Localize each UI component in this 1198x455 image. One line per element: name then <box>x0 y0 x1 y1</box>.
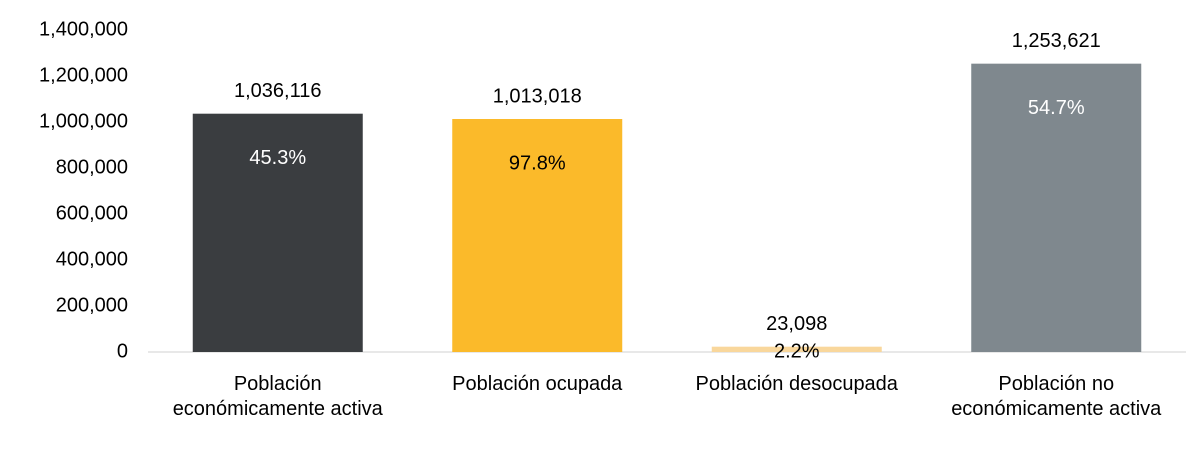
x-tick-label: Población ocupada <box>452 373 623 395</box>
y-tick-label: 800,000 <box>56 156 128 178</box>
share-label: 45.3% <box>249 147 306 169</box>
y-tick-label: 400,000 <box>56 248 128 270</box>
x-tick-label: Población no económicamente activa <box>951 373 1162 420</box>
x-tick-label: Población desocupada <box>695 373 898 395</box>
y-tick-label: 1,400,000 <box>39 18 128 40</box>
share-label: 97.8% <box>509 152 566 174</box>
share-label: 54.7% <box>1028 97 1085 119</box>
share-label: 2.2% <box>774 340 820 362</box>
value-label: 1,253,621 <box>1012 30 1101 52</box>
x-tick-label: Población económicamente activa <box>172 373 383 420</box>
bar <box>971 63 1142 352</box>
y-tick-label: 1,000,000 <box>39 110 128 132</box>
bar <box>192 113 363 352</box>
y-tick-label: 600,000 <box>56 202 128 224</box>
y-tick-label: 0 <box>117 340 128 362</box>
y-tick-label: 1,200,000 <box>39 64 128 86</box>
bar <box>711 346 882 352</box>
value-label: 1,036,116 <box>234 80 322 102</box>
value-label: 23,098 <box>766 313 827 335</box>
bar <box>452 119 623 352</box>
y-tick-label: 200,000 <box>56 294 128 316</box>
value-label: 1,013,018 <box>493 85 582 107</box>
